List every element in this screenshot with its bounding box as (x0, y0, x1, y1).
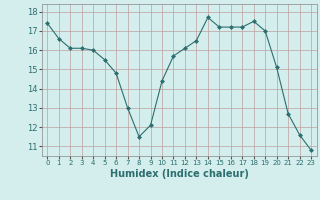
X-axis label: Humidex (Indice chaleur): Humidex (Indice chaleur) (110, 169, 249, 179)
